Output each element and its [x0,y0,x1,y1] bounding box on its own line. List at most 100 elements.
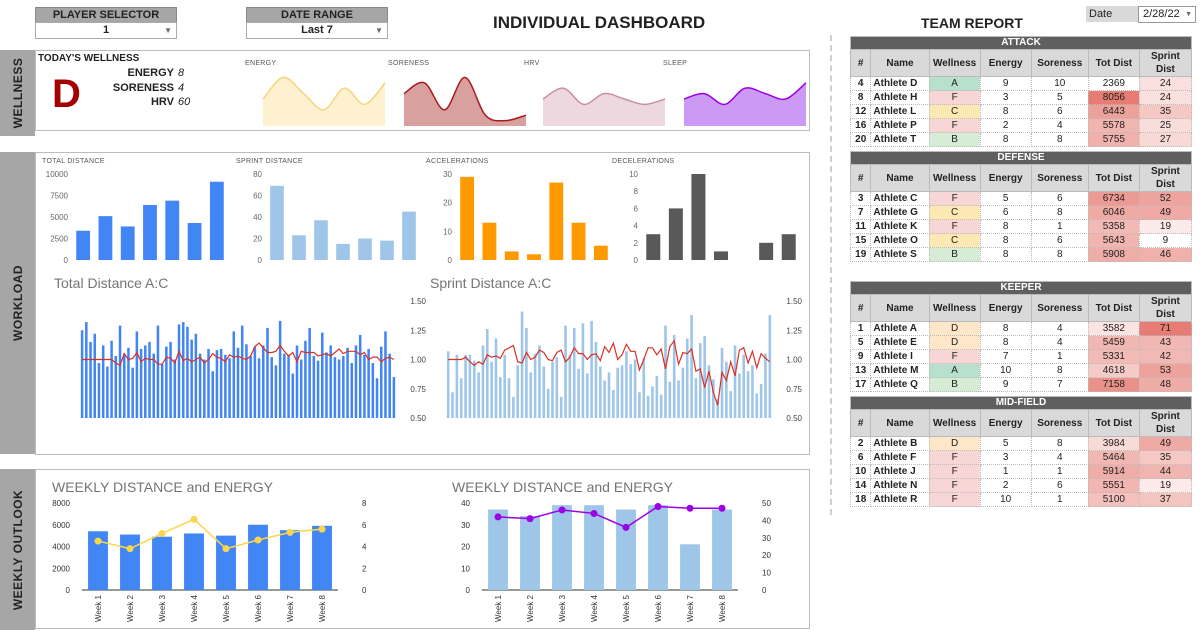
sprint-distance-chart: SPRINT DISTANCE 0 20 40 60 80 [236,158,416,265]
table-row: 1 Athlete A D 8 4 3582 71 [849,321,1193,336]
table-row: 13 Athlete M A 10 8 4618 53 [849,363,1193,378]
column-header: Energy [979,294,1032,322]
y-left-tick-label: 6000 [52,521,70,530]
hrv-value: 60 [178,96,191,108]
table-cell: Athlete S [870,247,930,262]
bar [98,216,113,260]
table-cell: 5 [979,436,1032,451]
date-filter[interactable]: Date 2/28/22 ▼ [1086,6,1196,23]
table-cell: 48 [1138,377,1193,392]
spark-soreness-label: SORENESS [388,60,430,67]
group-header: DEFENSE [850,151,1192,165]
table-cell: 8 [979,104,1032,119]
bar [143,204,157,260]
column-header: Name [870,294,930,322]
bar [118,325,122,418]
bar [292,235,306,260]
accelerations-chart: ACCELERATIONS 0 10 20 30 [426,158,608,265]
column-header: # [849,294,872,322]
table-cell: 18 [849,492,872,507]
team-table-mid-field: MID-FIELD # Name Wellness Energy Soreness Tot … [849,396,1193,507]
spark-sleep-label: SLEEP [663,60,688,67]
y-left-tick-label: 30 [461,521,470,530]
bar [219,348,223,418]
bar [314,220,328,260]
column-header: Soreness [1030,164,1089,192]
table-cell: 8 [979,321,1032,336]
energy-point [190,515,198,523]
table-cell: A [928,76,981,91]
bar [333,357,337,418]
bar [681,367,685,418]
column-header: Tot Dist [1087,409,1140,437]
table-cell: 20 [849,132,872,147]
bar [312,355,316,418]
bar [759,242,774,260]
bar [165,346,168,418]
bar [482,222,497,260]
bar [384,331,387,418]
bar [481,345,485,418]
dashboard-title: INDIVIDUAL DASHBOARD [493,13,706,32]
column-header: Sprint Dist [1138,164,1193,192]
date-label: Date [1086,6,1141,22]
energy-point [494,513,502,521]
player-selector-label: PLAYER SELECTOR [35,7,177,23]
bar [177,324,181,418]
table-cell: A [928,363,981,378]
bar [371,363,375,418]
bar [571,222,586,260]
y-tick-label: 20 [253,235,262,244]
table-cell: 5578 [1087,118,1140,133]
bar [716,399,719,418]
bar [278,320,282,418]
column-header: Tot Dist [1087,164,1140,192]
player-selector-dropdown[interactable]: 1 ▼ [35,22,177,39]
bar [120,534,140,590]
x-tick-label: Week 5 [222,594,231,622]
y-right-tick-label: 0 [362,586,367,595]
y-right-tick-label: 20 [762,551,771,560]
table-cell: 5464 [1087,450,1140,465]
table-cell: Athlete F [870,450,930,465]
table-cell: 8 [1030,132,1089,147]
y-tick-label: 0 [448,256,453,265]
energy-point [718,504,726,512]
column-header: # [849,164,872,192]
y-tick-label: 0 [634,256,639,265]
energy-point [526,515,534,523]
table-cell: 10 [1030,76,1089,91]
bar [451,392,454,418]
bar [659,394,663,418]
column-header: Sprint Dist [1138,294,1193,322]
sprint-distance-ac-chart: Sprint Distance A:C 0.50 0.75 1.00 1.25 1.50 [430,275,803,423]
table-cell: F [928,219,981,234]
y-tick-label: 5000 [50,213,68,222]
bar [759,384,763,418]
table-cell: 11 [849,219,872,234]
column-header: Sprint Dist [1138,49,1193,77]
date-range-dropdown[interactable]: Last 7 ▼ [246,22,388,39]
table-cell: D [928,436,981,451]
bar [101,345,105,418]
chevron-down-icon: ▼ [164,26,172,35]
x-tick-label: Week 4 [190,594,199,622]
bar [270,357,273,418]
bar [169,341,172,418]
date-dropdown[interactable]: 2/28/22 ▼ [1138,6,1196,23]
y-left-tick-label: 0 [466,586,471,595]
table-cell: C [928,233,981,248]
table-cell: Athlete D [870,76,930,91]
table-cell: 25 [1138,118,1193,133]
bar [691,174,706,260]
table-cell: 2369 [1087,76,1140,91]
table-cell: 44 [1138,464,1193,479]
table-cell: 17 [849,377,872,392]
table-cell: Athlete N [870,478,930,493]
table-cell: F [928,90,981,105]
team-table-defense: DEFENSE # Name Wellness Energy Soreness Tot Di… [849,151,1193,262]
bar [584,505,604,590]
bar [552,505,572,590]
bar [316,360,320,418]
bar [379,346,383,418]
